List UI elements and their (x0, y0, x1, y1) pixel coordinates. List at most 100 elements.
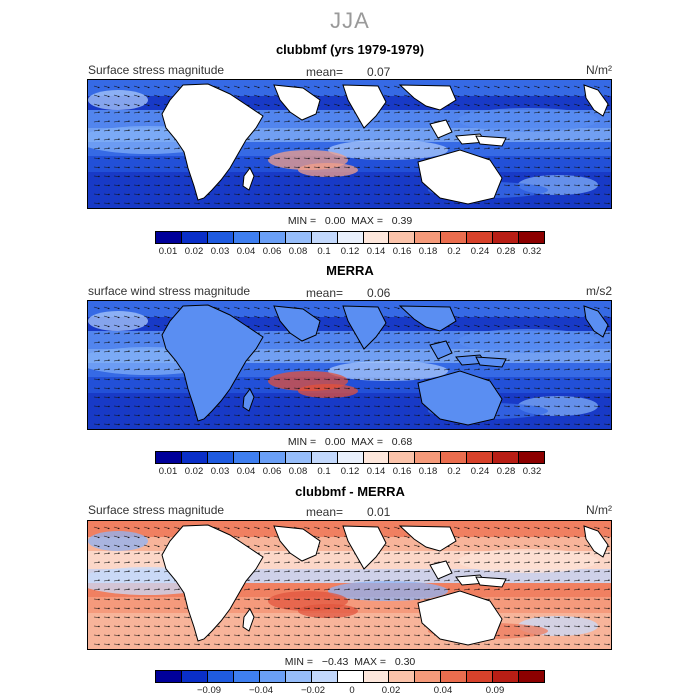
panel-2-colorbar-ticks: 0.01 0.02 0.03 0.04 0.06 0.08 0.1 0.12 0.14 0.16 0… (155, 466, 545, 478)
colorbar-tick-label: 0.08 (288, 246, 308, 257)
colorbar-tick-label: 0.12 (340, 466, 360, 477)
colorbar-swatch (233, 671, 260, 682)
panel-3-title: clubbmf - MERRA (295, 484, 405, 499)
colorbar-tick-label: 0.28 (496, 246, 516, 257)
colorbar-tick-label: 0.06 (262, 466, 282, 477)
panel-2-mean-label: mean= (306, 286, 344, 300)
colorbar-tick-label: 0.04 (236, 466, 256, 477)
colorbar-tick-label: 0.06 (262, 246, 282, 257)
colorbar-swatch (233, 452, 260, 463)
colorbar-tick-label: 0.08 (288, 466, 308, 477)
panel-2-title: MERRA (326, 263, 374, 278)
colorbar-swatch (181, 452, 208, 463)
colorbar-tick-label: 0.18 (418, 246, 438, 257)
panel-3-colorbar-ticks: −0.09 −0.04 −0.02 0 0.02 0.04 0.09 (155, 685, 545, 697)
colorbar-swatch (519, 452, 545, 463)
colorbar-tick-label: 0.32 (522, 246, 542, 257)
colorbar-swatch (363, 671, 390, 682)
panel-2-mean-value: 0.06 (367, 286, 391, 300)
colorbar-swatch (259, 452, 286, 463)
colorbar-tick-label: −0.02 (300, 685, 326, 696)
colorbar-swatch (415, 671, 442, 682)
panel-1-colorbar-ticks: 0.01 0.02 0.03 0.04 0.06 0.08 0.1 0.12 0.14 0.16 0… (155, 246, 545, 258)
colorbar-tick-label: 0.09 (485, 685, 505, 696)
colorbar-swatch (493, 232, 520, 243)
colorbar-tick-label: 0.24 (470, 466, 490, 477)
colorbar-swatch (337, 232, 364, 243)
colorbar-swatch (389, 671, 416, 682)
colorbar-swatch (389, 232, 416, 243)
colorbar-tick-label: 0.32 (522, 466, 542, 477)
colorbar-tick-label: −0.04 (248, 685, 274, 696)
colorbar-swatch (493, 452, 520, 463)
colorbar-swatch (259, 671, 286, 682)
panel-3-colorbar (155, 670, 545, 683)
colorbar-swatch (441, 452, 468, 463)
colorbar-swatch (415, 452, 442, 463)
colorbar-tick-label: 0.16 (392, 246, 412, 257)
colorbar-swatch (181, 232, 208, 243)
panel-1-field-label: Surface stress magnitude (88, 63, 225, 77)
panel-2-field-label: surface wind stress magnitude (88, 284, 251, 298)
colorbar-swatch (207, 452, 234, 463)
colorbar-tick-label: 0 (349, 685, 355, 696)
colorbar-tick-label: 0.02 (381, 685, 401, 696)
colorbar-tick-label: −0.09 (196, 685, 222, 696)
colorbar-swatch (233, 232, 260, 243)
colorbar-tick-label: 0.28 (496, 466, 516, 477)
panel-3-map (87, 520, 612, 650)
colorbar-swatch (337, 671, 364, 682)
colorbar-tick-label: 0.02 (184, 466, 204, 477)
panel-1-mean-label: mean= (306, 65, 344, 79)
colorbar-tick-label: 0.03 (210, 246, 230, 257)
panel-3-minmax: MIN = −0.43 MAX = 0.30 (284, 656, 416, 668)
panel-2-map (87, 300, 612, 430)
colorbar-tick-label: 0.14 (366, 466, 386, 477)
panel-1-map (87, 79, 612, 209)
colorbar-swatch (311, 452, 338, 463)
colorbar-swatch (519, 671, 545, 682)
colorbar-swatch (259, 232, 286, 243)
colorbar-swatch (389, 452, 416, 463)
colorbar-swatch (467, 452, 494, 463)
colorbar-tick-label: 0.1 (317, 246, 331, 257)
colorbar-swatch (363, 232, 390, 243)
colorbar-swatch (156, 671, 182, 682)
colorbar-tick-label: 0.04 (433, 685, 453, 696)
colorbar-swatch (363, 452, 390, 463)
colorbar-swatch (337, 452, 364, 463)
colorbar-swatch (207, 232, 234, 243)
colorbar-tick-label: 0.01 (158, 246, 178, 257)
panel-3-field-label: Surface stress magnitude (88, 503, 225, 517)
colorbar-tick-label: 0.14 (366, 246, 386, 257)
colorbar-swatch (156, 232, 182, 243)
colorbar-tick-label: 0.04 (236, 246, 256, 257)
panel-1-minmax: MIN = 0.00 MAX = 0.39 (287, 215, 413, 227)
colorbar-swatch (467, 232, 494, 243)
panel-2-colorbar (155, 451, 545, 464)
panel-1-colorbar (155, 231, 545, 244)
panel-3-mean-label: mean= (306, 505, 344, 519)
colorbar-swatch (519, 232, 545, 243)
panel-1-units: N/m² (586, 63, 612, 77)
panel-1-mean-value: 0.07 (367, 65, 391, 79)
colorbar-tick-label: 0.2 (447, 246, 461, 257)
colorbar-swatch (285, 671, 312, 682)
colorbar-swatch (156, 452, 182, 463)
colorbar-tick-label: 0.16 (392, 466, 412, 477)
colorbar-swatch (441, 671, 468, 682)
colorbar-tick-label: 0.03 (210, 466, 230, 477)
colorbar-tick-label: 0.2 (447, 466, 461, 477)
colorbar-swatch (467, 671, 494, 682)
season-title: JJA (330, 8, 370, 33)
colorbar-tick-label: 0.01 (158, 466, 178, 477)
colorbar-swatch (207, 671, 234, 682)
panel-2-minmax: MIN = 0.00 MAX = 0.68 (287, 436, 413, 448)
colorbar-swatch (311, 671, 338, 682)
colorbar-tick-label: 0.12 (340, 246, 360, 257)
colorbar-tick-label: 0.1 (317, 466, 331, 477)
panel-3-mean-value: 0.01 (367, 505, 391, 519)
colorbar-swatch (415, 232, 442, 243)
colorbar-swatch (311, 232, 338, 243)
colorbar-swatch (285, 232, 312, 243)
